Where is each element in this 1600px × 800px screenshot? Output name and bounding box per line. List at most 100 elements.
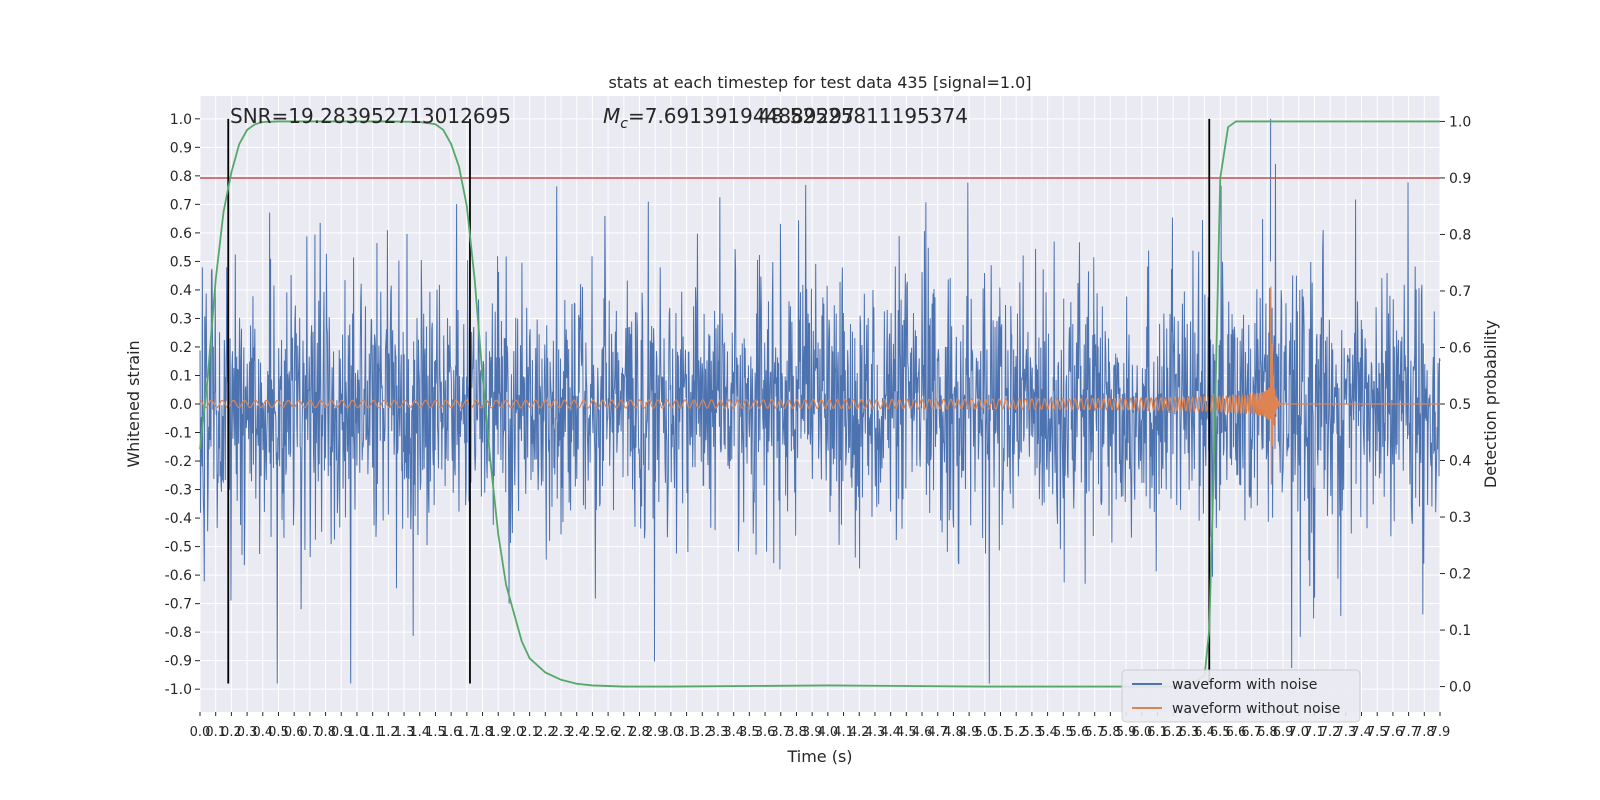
x-tick-label: 0.6: [284, 725, 305, 740]
left-y-tick-label: -1.0: [165, 682, 192, 698]
x-tick-label: 5.8: [1100, 725, 1121, 740]
y-axis-label-left: Whitened strain: [124, 340, 143, 467]
x-tick-label: 1.0: [347, 725, 368, 740]
x-tick-label: 1.3: [394, 725, 415, 740]
x-tick-label: 5.6: [1069, 725, 1090, 740]
legend-box: [1121, 669, 1361, 723]
x-tick-label: 4.4: [880, 725, 901, 740]
chart-title: stats at each timestep for test data 435…: [608, 73, 1031, 92]
left-y-tick-label: -0.3: [165, 483, 192, 499]
clean-waveform-layer: [199, 286, 1440, 485]
x-tick-label: 4.1: [833, 725, 854, 740]
x-tick-label: 6.0: [1131, 725, 1152, 740]
legend-label-clean: waveform without noise: [1172, 701, 1340, 717]
right-y-tick-label: 0.2: [1449, 567, 1471, 583]
right-y-tick-label: 0.0: [1449, 680, 1471, 696]
x-tick-label: 4.3: [865, 725, 886, 740]
x-tick-label: 7.8: [1414, 725, 1435, 740]
x-tick-label: 6.2: [1163, 725, 1184, 740]
x-tick-label: 5.5: [1053, 725, 1074, 740]
left-y-tick-label: 0.2: [170, 340, 192, 356]
y-axis-label-right: Detection probability: [1481, 320, 1500, 488]
x-tick-label: 6.3: [1179, 725, 1200, 740]
left-y-tick-label: 0.5: [170, 254, 192, 270]
left-y-tick-label: 0.9: [170, 140, 192, 156]
x-tick-label: 6.4: [1194, 725, 1215, 740]
x-tick-label: 4.5: [896, 725, 917, 740]
x-tick-label: 7.9: [1430, 725, 1451, 740]
x-tick-label: 7.5: [1367, 725, 1388, 740]
chirp-mass-annotation: Mc=7.691391944889297: [603, 104, 855, 132]
left-y-tick-label: -0.5: [165, 540, 192, 556]
left-y-tick-label: 0.7: [170, 197, 192, 213]
left-y-tick-label: 0.0: [170, 397, 192, 413]
right-y-axis: 1.0 0.9 0.8 0.7 0.6 0.5 0.4 0.3 0.2 0.1 0.0: [1440, 114, 1471, 696]
x-tick-label: 3.8: [786, 725, 807, 740]
x-tick-label: 0.1: [205, 725, 226, 740]
x-tick-label: 3.9: [802, 725, 823, 740]
x-tick-label: 1.9: [488, 725, 509, 740]
x-tick-label: 7.4: [1351, 725, 1372, 740]
x-tick-label: 7.1: [1304, 725, 1325, 740]
right-y-tick-label: 0.5: [1449, 397, 1471, 413]
x-tick-label: 5.4: [1037, 725, 1058, 740]
x-tick-label: 6.8: [1257, 725, 1278, 740]
x-tick-label: 6.1: [1147, 725, 1168, 740]
x-tick-label: 7.7: [1398, 725, 1419, 740]
left-y-tick-label: -0.4: [165, 511, 192, 527]
x-tick-label: 2.2: [535, 725, 556, 740]
x-tick-label: 4.9: [959, 725, 980, 740]
x-tick-label: 5.0: [974, 725, 995, 740]
x-tick-label: 3.5: [739, 725, 760, 740]
noise-waveform-line: [199, 118, 1441, 684]
right-y-tick-label: 0.6: [1449, 340, 1471, 356]
x-tick-label: 0.7: [300, 725, 321, 740]
right-y-tick-label: 0.8: [1449, 227, 1471, 243]
x-tick-label: 2.5: [582, 725, 603, 740]
left-y-tick-label: 1.0: [170, 112, 192, 128]
x-tick-label: 3.3: [708, 725, 729, 740]
left-y-tick-label: -0.6: [165, 568, 192, 584]
left-y-tick-label: 0.4: [170, 283, 192, 299]
left-y-tick-label: -0.7: [165, 597, 192, 613]
x-tick-label: 3.6: [755, 725, 776, 740]
x-tick-label: 7.6: [1383, 725, 1404, 740]
left-y-tick-label: -0.2: [165, 454, 192, 470]
x-tick-label: 2.1: [519, 725, 540, 740]
x-tick-label: 3.2: [692, 725, 713, 740]
left-y-axis: 1.0 0.9 0.8 0.7 0.6 0.5 0.4 0.3 0.2 0.1 0.0 -0.1 -0.…: [165, 112, 200, 698]
x-axis: 0.00.10.20.30.40.50.60.70.80.91.01.11.21…: [190, 712, 1451, 740]
x-tick-label: 0.3: [237, 725, 258, 740]
legend-label-noise: waveform with noise: [1172, 677, 1317, 693]
x-tick-label: 2.0: [504, 725, 525, 740]
x-tick-label: 5.7: [1084, 725, 1105, 740]
x-tick-label: 6.6: [1226, 725, 1247, 740]
x-tick-label: 5.9: [1116, 725, 1137, 740]
x-tick-label: 0.5: [268, 725, 289, 740]
x-tick-label: 3.0: [661, 725, 682, 740]
x-tick-label: 0.4: [252, 725, 273, 740]
x-tick-label: 3.1: [676, 725, 697, 740]
x-tick-label: 6.7: [1241, 725, 1262, 740]
x-axis-label: Time (s): [786, 747, 852, 766]
left-y-tick-label: 0.6: [170, 226, 192, 242]
x-tick-label: 5.2: [1006, 725, 1027, 740]
x-tick-label: 5.1: [990, 725, 1011, 740]
x-tick-label: 0.0: [190, 725, 211, 740]
x-tick-label: 2.6: [598, 725, 619, 740]
x-tick-label: 4.6: [912, 725, 933, 740]
x-tick-label: 3.7: [770, 725, 791, 740]
left-y-tick-label: 0.3: [170, 311, 192, 327]
vertical-lines-layer: [227, 118, 1211, 684]
clean-waveform-line: [199, 286, 1440, 485]
x-tick-label: 6.5: [1210, 725, 1231, 740]
x-tick-label: 1.6: [441, 725, 462, 740]
right-y-tick-label: 0.4: [1449, 454, 1471, 470]
x-tick-label: 2.8: [629, 725, 650, 740]
x-tick-label: 4.2: [849, 725, 870, 740]
legend: waveform with noise waveform without noi…: [1121, 669, 1361, 723]
x-tick-label: 1.7: [456, 725, 477, 740]
x-tick-label: 7.2: [1320, 725, 1341, 740]
x-tick-label: 0.8: [315, 725, 336, 740]
right-y-tick-label: 1.0: [1449, 114, 1471, 130]
